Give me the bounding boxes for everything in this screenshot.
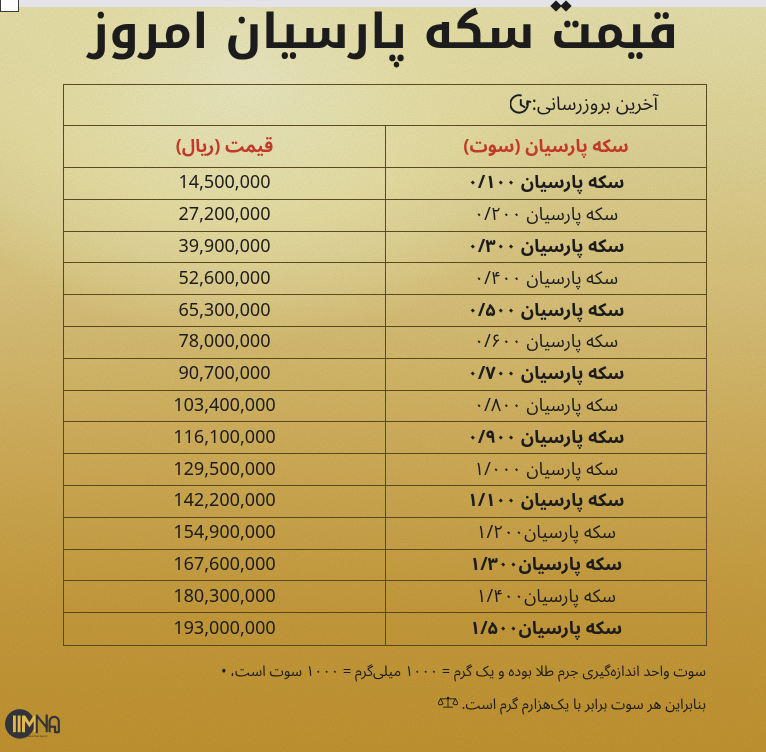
svg-text:Iran's Metropolises News Agenc: Iran's Metropolises News Agency bbox=[14, 735, 49, 738]
